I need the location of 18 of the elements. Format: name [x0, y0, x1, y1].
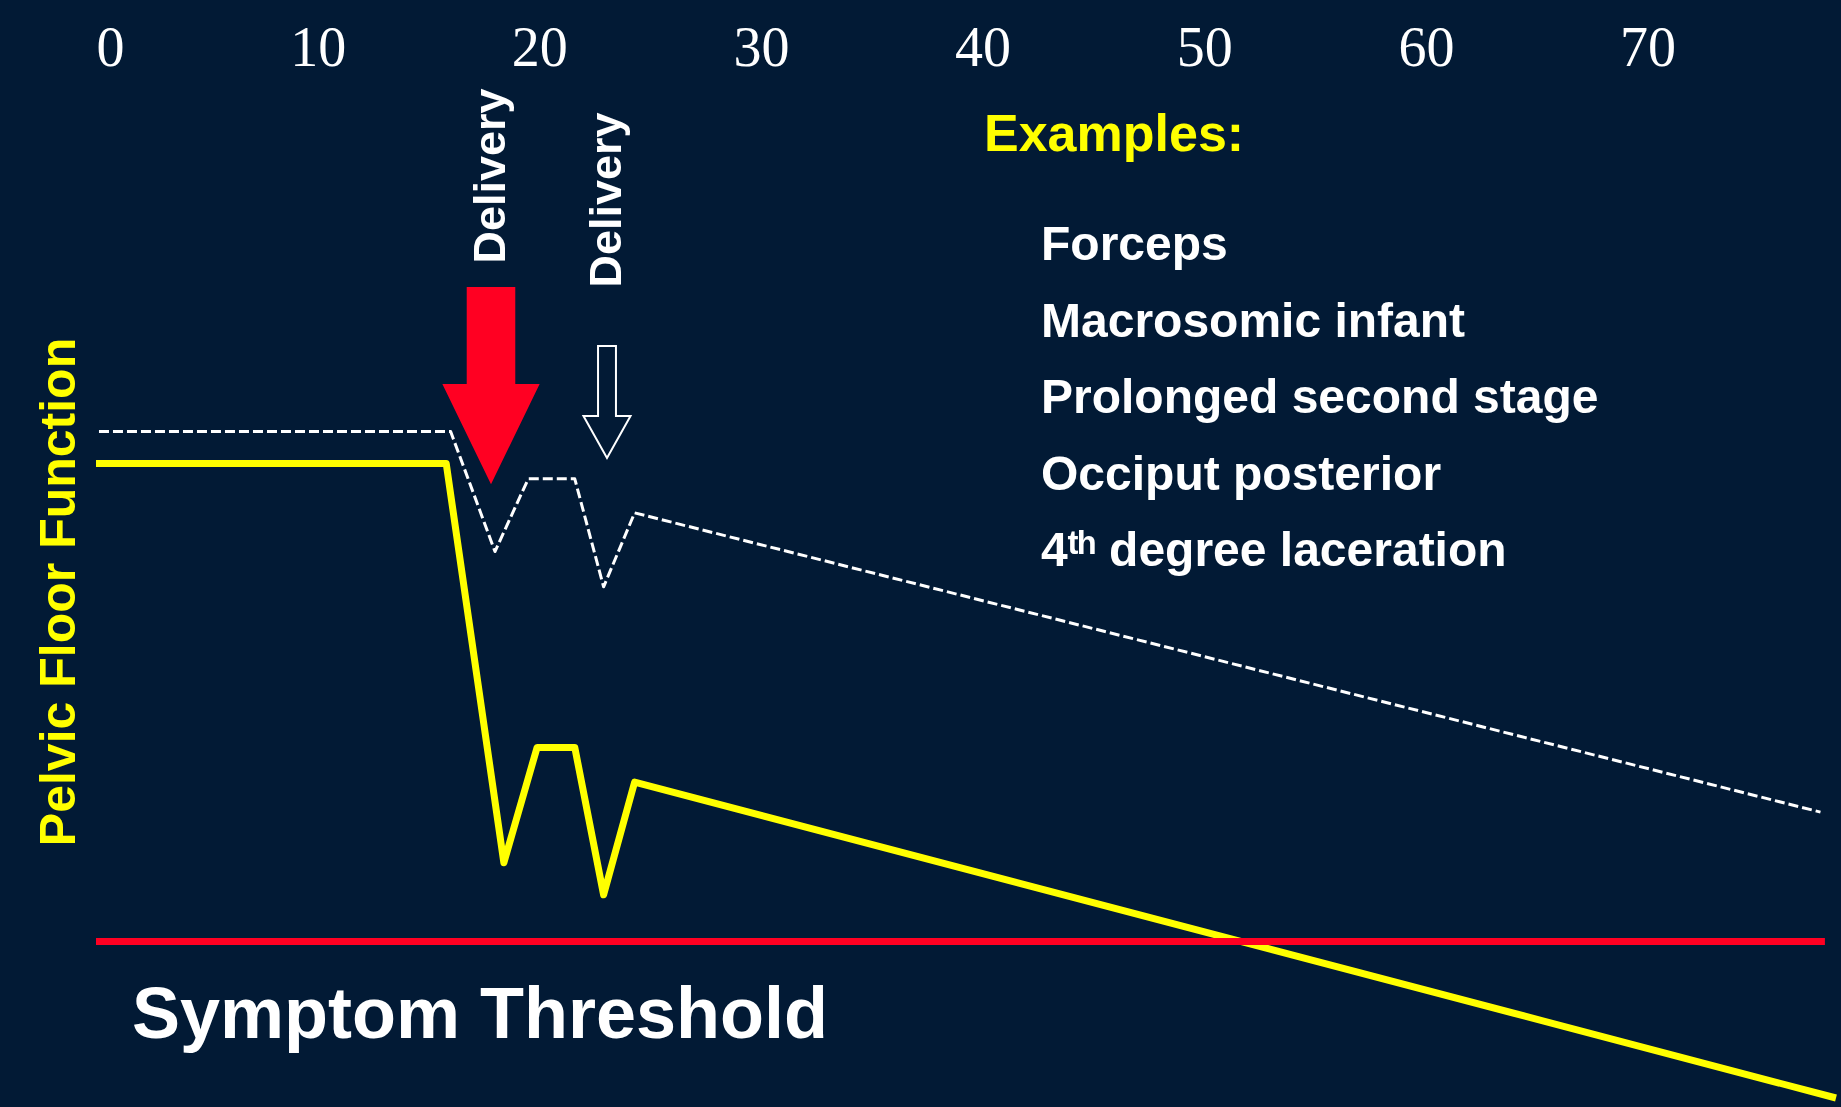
x-tick-label: 30 [733, 15, 790, 78]
x-tick-label: 0 [96, 15, 125, 78]
annotation: Occiput posterior [1041, 446, 1442, 500]
text: Delivery [464, 88, 515, 264]
y-axis-title: Pelvic Floor Function [29, 337, 86, 847]
x-tick-label: 70 [1620, 15, 1677, 78]
text: Macrosomic infant [1041, 293, 1466, 347]
x-tick-label: 10 [290, 15, 347, 78]
x-tick-label: 20 [511, 15, 568, 78]
x-tick-label: 50 [1176, 15, 1233, 78]
text: Prolonged second stage [1041, 370, 1599, 423]
x-tick-label: 40 [955, 15, 1012, 78]
text: Forceps [1041, 217, 1228, 270]
text: Examples: [984, 104, 1245, 162]
annotation: 4ᵗʰ degree laceration [1041, 523, 1507, 576]
x-tick-label: 60 [1398, 15, 1455, 78]
text: Delivery [580, 112, 631, 288]
ref-line-label: Symptom Threshold [132, 973, 829, 1054]
